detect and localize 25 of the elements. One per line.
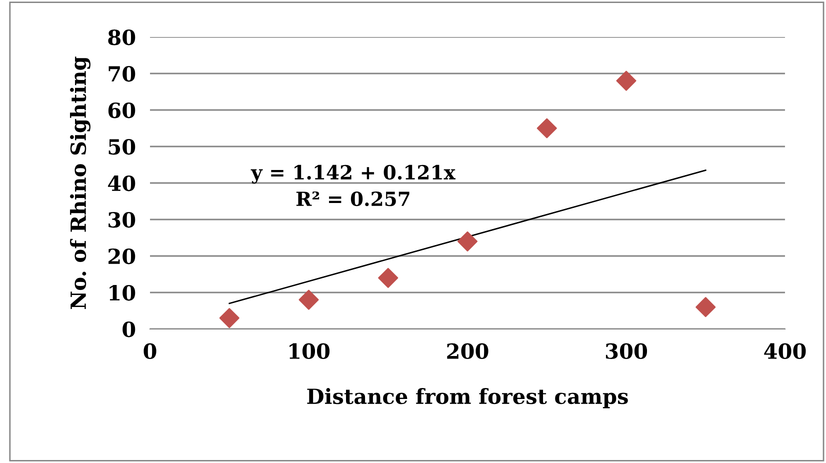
y-axis-title: No. of Rhino Sighting	[70, 56, 90, 309]
point	[616, 70, 636, 91]
y-tick-label: 60	[108, 102, 136, 118]
x-tick-label: 300	[606, 343, 648, 360]
point	[219, 308, 240, 328]
annotation: y = 1.142 + 0.121x	[250, 164, 456, 184]
annotation: R² = 0.257	[296, 191, 410, 206]
y-tick-label: 40	[108, 175, 136, 192]
point	[378, 268, 398, 288]
y-tick-label: 20	[108, 248, 136, 264]
y-tick-label: 10	[110, 284, 136, 301]
x-axis-title: Distance from forest camps	[307, 388, 628, 408]
x-tick-label: 400	[764, 343, 806, 360]
point	[298, 290, 319, 310]
point	[536, 118, 557, 138]
y-tick-label: 80	[108, 29, 136, 46]
x-tick-label: 200	[447, 343, 488, 360]
x-tick-label: 100	[290, 343, 330, 360]
y-tick-label: 50	[108, 138, 136, 155]
y-tick-label: 30	[108, 212, 136, 228]
y-tick-label: 70	[108, 66, 136, 82]
x-tick-label: 0	[144, 343, 156, 360]
point	[696, 297, 716, 318]
y-tick-label: 0	[122, 321, 136, 338]
point	[457, 231, 478, 252]
